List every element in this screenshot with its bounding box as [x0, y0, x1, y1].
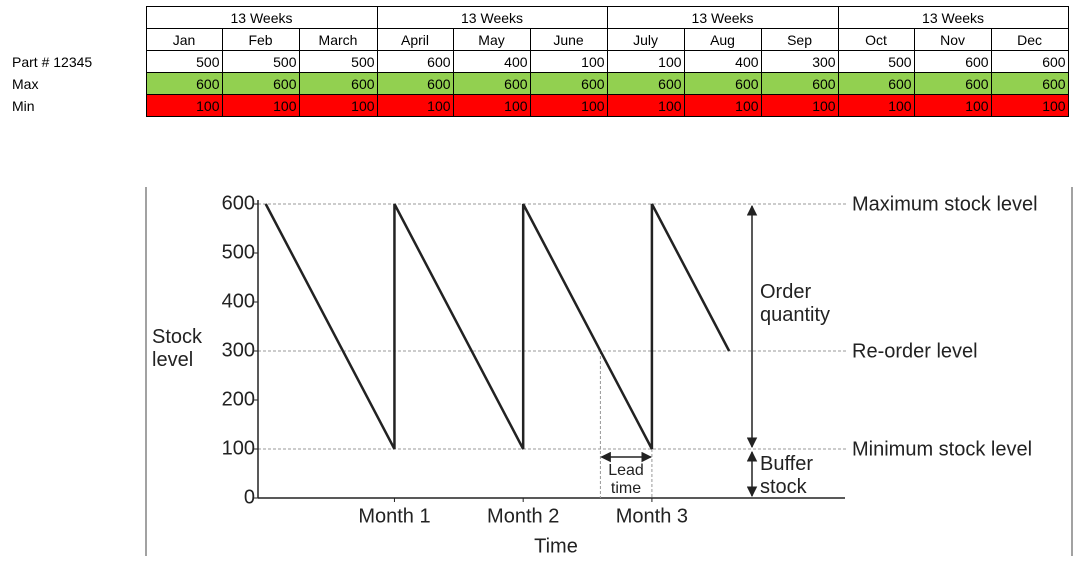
table-row: Max 600 600 600 600 600 600 600 600 600 600 600 600 — [0, 72, 1069, 95]
cell: 600 — [376, 50, 454, 73]
lead-time-label: Lead time — [608, 462, 644, 497]
buffer-stock-label: Buffer stock — [760, 453, 813, 498]
y-axis-label: Stock level — [152, 326, 203, 371]
month-header: Jan — [145, 28, 223, 51]
month-row: Jan Feb March April May June July Aug Sep Oct Nov D… — [0, 28, 1069, 51]
cell: 100 — [913, 94, 992, 117]
cell: 600 — [298, 72, 378, 95]
x-tick-label: Month 3 — [616, 505, 688, 527]
cell: 100 — [990, 94, 1069, 117]
data-table: 13 Weeks 13 Weeks 13 Weeks 13 Weeks Jan Feb Ma… — [0, 6, 1069, 117]
x-tick-label: Month 2 — [487, 505, 559, 527]
cell: 100 — [683, 94, 762, 117]
cell: 600 — [221, 72, 300, 95]
row-label: Max — [12, 75, 39, 92]
row-label: Part # 12345 — [12, 53, 93, 70]
reference-label: Maximum stock level — [852, 193, 1038, 215]
x-tick-label: Month 1 — [358, 505, 430, 527]
month-header: June — [529, 28, 608, 51]
x-axis-label: Time — [534, 535, 578, 557]
cell: 600 — [837, 72, 915, 95]
cell: 100 — [298, 94, 378, 117]
y-tick-label: 400 — [222, 290, 255, 312]
cell: 100 — [837, 94, 915, 117]
table-row: Min 100 100 100 100 100 100 100 100 100 100 100 100 — [0, 94, 1069, 117]
cell: 600 — [376, 72, 454, 95]
cell: 100 — [606, 50, 685, 73]
reference-label: Re-order level — [852, 340, 978, 362]
cell: 100 — [376, 94, 454, 117]
y-tick-label: 200 — [222, 388, 255, 410]
cell: 100 — [760, 94, 839, 117]
cell: 600 — [606, 72, 685, 95]
cell: 600 — [760, 72, 839, 95]
stock-line — [264, 203, 731, 450]
y-tick-label: 0 — [244, 486, 255, 508]
cell: 100 — [221, 94, 300, 117]
y-tick-label: 100 — [222, 437, 255, 459]
y-tick-label: 300 — [222, 339, 255, 361]
month-header: Sep — [760, 28, 839, 51]
cell: 600 — [990, 72, 1069, 95]
y-tick-label: 500 — [222, 241, 255, 263]
cell: 600 — [145, 72, 223, 95]
y-tick-label: 600 — [222, 192, 255, 214]
reference-label: Minimum stock level — [852, 438, 1032, 460]
cell: 100 — [145, 94, 223, 117]
cell: 100 — [452, 94, 531, 117]
row-label: Min — [12, 97, 35, 114]
order-quantity-label: Order quantity — [760, 281, 831, 326]
cell: 100 — [529, 94, 608, 117]
cell: 600 — [683, 72, 762, 95]
month-header: Dec — [990, 28, 1069, 51]
cell: 100 — [606, 94, 685, 117]
